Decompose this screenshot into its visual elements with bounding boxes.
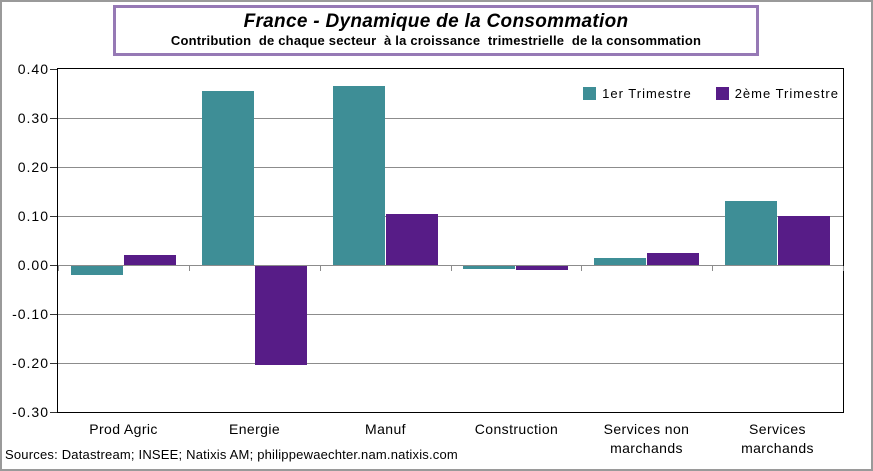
chart-title: France - Dynamique de la Consommation (243, 11, 629, 32)
bar-trimestre2 (124, 255, 176, 265)
bar-trimestre1 (463, 266, 515, 269)
bar-trimestre2 (647, 253, 699, 265)
y-axis-tick (50, 412, 57, 413)
y-axis-label: -0.10 (12, 306, 49, 322)
gridline (58, 118, 843, 119)
legend-item-trimestre2: 2ème Trimestre (715, 86, 839, 101)
bar-trimestre1 (202, 91, 254, 265)
bar-trimestre1 (725, 201, 777, 265)
x-axis-category-label: Energie (228, 421, 281, 437)
legend-swatch-trimestre1 (583, 87, 597, 100)
gridline (58, 314, 843, 315)
category-boundary-tick (843, 266, 844, 271)
y-axis-label: 0.10 (17, 208, 49, 224)
y-axis-label: 0.00 (17, 257, 49, 273)
x-axis-category-label: Prod Agric (89, 421, 158, 437)
plot-area: 1er Trimestre 2ème Trimestre 0.40 0.30 0.2… (12, 61, 844, 456)
gridline (58, 265, 843, 266)
y-axis-tick (50, 363, 57, 364)
y-axis-tick (50, 118, 57, 119)
legend: 1er Trimestre 2ème Trimestre (583, 86, 839, 101)
y-axis-label: -0.20 (12, 355, 49, 371)
x-axis-category-label: Manuf (365, 421, 406, 437)
bar-trimestre1 (71, 266, 123, 275)
y-axis-tick (50, 167, 57, 168)
category-boundary-tick (189, 266, 190, 271)
y-axis-label: 0.20 (17, 159, 49, 175)
legend-item-trimestre1: 1er Trimestre (583, 86, 692, 101)
category-boundary-tick (712, 266, 713, 271)
x-axis-category-label: Services non marchands (603, 421, 690, 456)
bar-trimestre1 (594, 258, 646, 265)
y-axis-tick (50, 216, 57, 217)
y-axis-tick (50, 265, 57, 266)
y-axis-label: 0.40 (17, 61, 49, 77)
legend-label-trimestre1: 1er Trimestre (602, 86, 692, 101)
category-boundary-tick (58, 266, 59, 271)
y-axis-label: -0.30 (12, 404, 49, 420)
legend-swatch-trimestre2 (715, 87, 729, 100)
gridline (58, 363, 843, 364)
x-axis-category-label: Services marchands (741, 421, 814, 456)
category-boundary-tick (320, 266, 321, 271)
y-axis-label: 0.30 (17, 110, 49, 126)
gridline (58, 216, 843, 217)
source-note: Sources: Datastream; INSEE; Natixis AM; … (5, 447, 458, 462)
y-axis-tick (50, 69, 57, 70)
category-boundary-tick (581, 266, 582, 271)
bar-trimestre2 (778, 216, 830, 265)
chart-title-box: France - Dynamique de la Consommation Co… (113, 5, 759, 56)
bar-trimestre1 (333, 86, 385, 265)
bar-trimestre2 (255, 266, 307, 365)
chart-subtitle: Contribution de chaque secteur à la croi… (170, 33, 702, 48)
bar-trimestre2 (386, 214, 438, 265)
y-axis-tick (50, 314, 57, 315)
category-boundary-tick (451, 266, 452, 271)
legend-label-trimestre2: 2ème Trimestre (734, 86, 839, 101)
bar-trimestre2 (516, 266, 568, 270)
gridline (58, 167, 843, 168)
x-axis-category-label: Construction (474, 421, 559, 437)
